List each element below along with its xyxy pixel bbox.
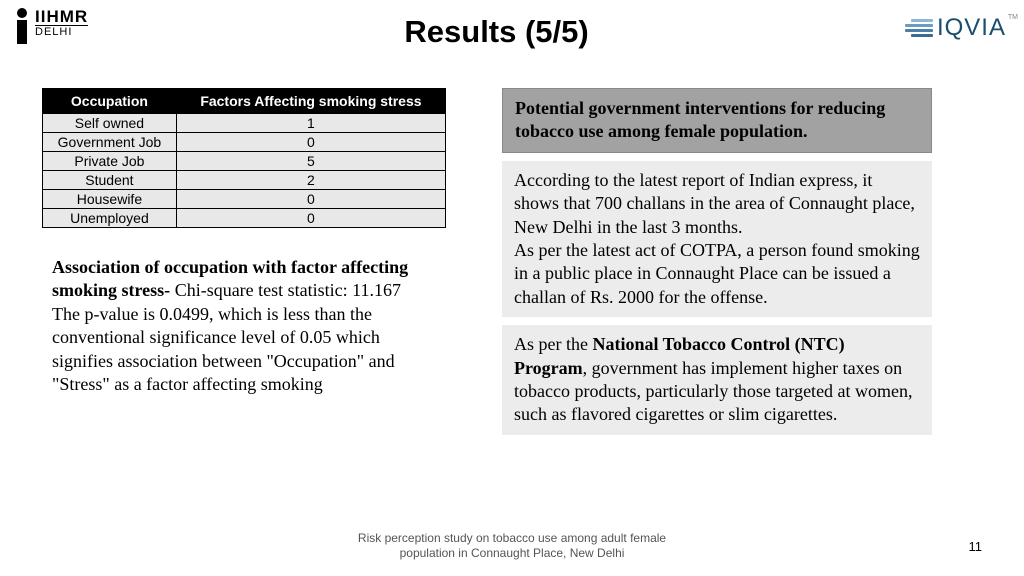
table-row: Self owned1 [43,114,446,133]
table-row: Housewife0 [43,190,446,209]
footer-line1: Risk perception study on tobacco use amo… [358,531,666,545]
logo-iihmr: IIHMR DELHI [12,8,88,46]
para1a: According to the latest report of Indian… [514,170,915,237]
logo-text-1: IIHMR [35,8,88,25]
footer-line2: population in Connaught Place, New Delhi [400,546,625,560]
trademark: TM [1008,14,1018,21]
logo-glyph [12,8,32,46]
table-row: Unemployed0 [43,209,446,228]
cell-occupation: Government Job [43,133,177,152]
th-occupation: Occupation [43,89,177,114]
analysis-text: Association of occupation with factor af… [42,256,446,396]
occupation-table: Occupation Factors Affecting smoking str… [42,88,446,228]
table-row: Private Job5 [43,152,446,171]
iqvia-text: IQVIA [937,14,1006,42]
intervention-para1: According to the latest report of Indian… [502,161,932,317]
cell-value: 5 [176,152,445,171]
intervention-para2: As per the National Tobacco Control (NTC… [502,325,932,435]
cell-occupation: Self owned [43,114,177,133]
cell-value: 0 [176,133,445,152]
cell-occupation: Housewife [43,190,177,209]
footer: Risk perception study on tobacco use amo… [0,531,1024,562]
para1b: As per the latest act of COTPA, a person… [514,240,920,307]
table-row: Student2 [43,171,446,190]
intervention-heading: Potential government interventions for r… [502,88,932,153]
page-number: 11 [969,539,983,554]
logo-text-2: DELHI [35,25,88,38]
cell-occupation: Unemployed [43,209,177,228]
analysis-body: The p-value is 0.0499, which is less tha… [52,304,395,394]
table-row: Government Job0 [43,133,446,152]
cell-value: 1 [176,114,445,133]
cell-value: 0 [176,190,445,209]
th-factors: Factors Affecting smoking stress [176,89,445,114]
cell-value: 0 [176,209,445,228]
logo-iqvia: IQVIA TM [905,14,1006,42]
cell-value: 2 [176,171,445,190]
para2-pre: As per the [514,334,592,354]
iqvia-bars-icon [905,19,933,37]
analysis-stat: Chi-square test statistic: 11.167 [175,280,401,300]
page-title: Results (5/5) [404,14,588,50]
cell-occupation: Student [43,171,177,190]
cell-occupation: Private Job [43,152,177,171]
